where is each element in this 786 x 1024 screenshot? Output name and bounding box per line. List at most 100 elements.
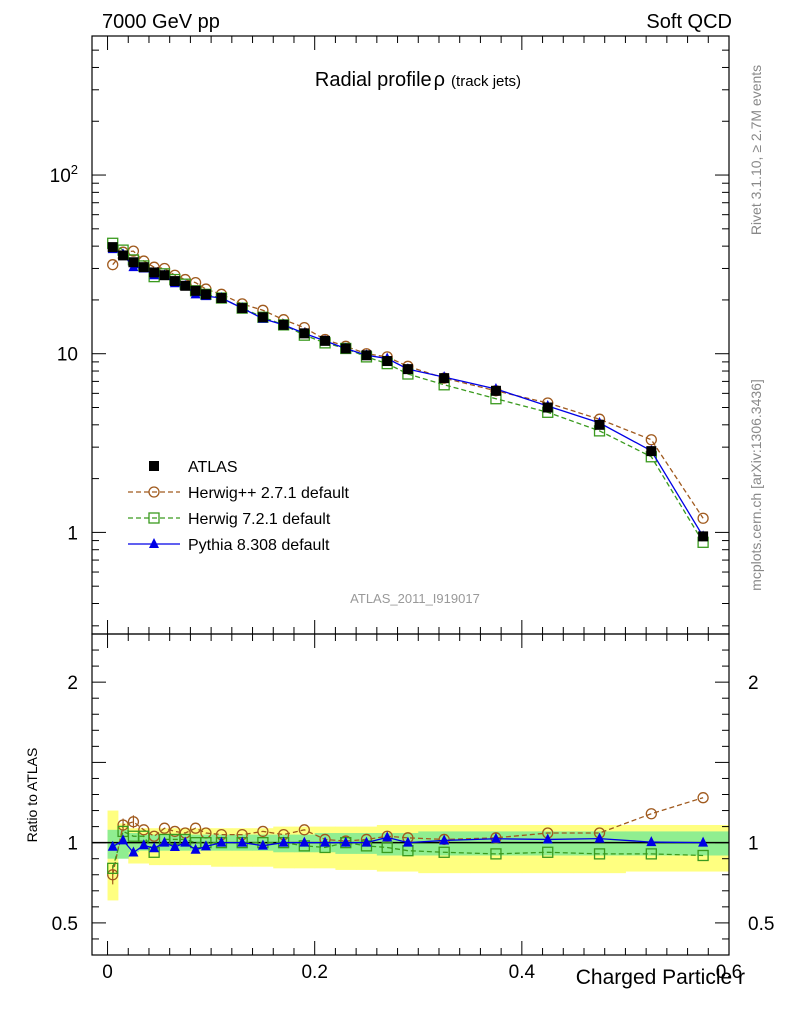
legend-label-pythia-8-308-default: Pythia 8.308 default bbox=[188, 537, 330, 554]
legend-marker-herwig-2-7-1-default bbox=[148, 486, 160, 498]
ratio-point-pythia-8-308-default bbox=[646, 836, 657, 847]
point-atlas bbox=[278, 319, 289, 330]
ratio-point-pythia-8-308-default bbox=[278, 836, 289, 847]
x-axis-label: Charged Particle r bbox=[576, 966, 745, 989]
source-url-label: mcplots.cern.ch [arXiv:1306.3436] bbox=[748, 379, 764, 591]
y-tick-label: 102 bbox=[50, 162, 78, 187]
legend-label-herwig-7-2-1-default: Herwig 7.2.1 default bbox=[188, 511, 331, 528]
ratio-point-pythia-8-308-default bbox=[216, 836, 227, 847]
ratio-point-pythia-8-308-default bbox=[299, 836, 310, 847]
ratio-series-group bbox=[107, 792, 709, 885]
ratio-point-herwig-2-7-1-default bbox=[158, 822, 171, 834]
point-atlas bbox=[107, 242, 118, 253]
point-atlas bbox=[118, 250, 129, 261]
point-atlas bbox=[190, 285, 201, 296]
point-atlas bbox=[402, 364, 413, 375]
ratio-point-herwig-7-2-1-default bbox=[381, 841, 393, 854]
category-label: Soft QCD bbox=[646, 11, 732, 33]
point-atlas bbox=[646, 446, 657, 457]
x-tick-label: 0.4 bbox=[509, 962, 536, 983]
ratio-point-pythia-8-308-default bbox=[149, 842, 160, 853]
series-line-herwig-2-7-1-default bbox=[112, 250, 704, 519]
point-atlas bbox=[542, 402, 553, 413]
axis-ticks bbox=[92, 35, 730, 955]
ratio-point-herwig-7-2-1-default bbox=[438, 846, 450, 858]
point-herwig-2-7-1-default bbox=[697, 512, 709, 524]
point-atlas bbox=[490, 385, 501, 396]
ratio-point-pythia-8-308-default bbox=[361, 836, 372, 847]
point-atlas bbox=[257, 312, 268, 323]
ratio-point-pythia-8-308-default bbox=[320, 836, 331, 847]
tick-labels: 0 0.2 0.4 0.6 1 10 102 0.5 0.5 1 1 2 2 bbox=[50, 162, 775, 983]
legend-marker-atlas bbox=[149, 461, 159, 471]
ratio-y-tick-label-right: 0.5 bbox=[748, 914, 774, 935]
ratio-point-pythia-8-308-default bbox=[169, 841, 180, 852]
ratio-point-pythia-8-308-default bbox=[180, 836, 191, 847]
ratio-point-herwig-2-7-1-default bbox=[189, 822, 202, 834]
ratio-point-herwig-2-7-1-default bbox=[697, 792, 709, 804]
ratio-point-pythia-8-308-default bbox=[382, 831, 393, 842]
point-atlas bbox=[200, 289, 211, 300]
ratio-point-herwig-2-7-1-default bbox=[127, 816, 140, 828]
point-atlas bbox=[698, 531, 709, 542]
ratio-line-herwig-2-7-1-default bbox=[112, 797, 704, 875]
point-atlas bbox=[216, 293, 227, 304]
ratio-point-pythia-8-308-default bbox=[340, 836, 351, 847]
point-herwig-2-7-1-default bbox=[107, 259, 119, 271]
point-atlas bbox=[149, 267, 160, 278]
ratio-point-herwig-2-7-1-default bbox=[257, 825, 269, 838]
ratio-point-herwig-7-2-1-default bbox=[490, 848, 502, 860]
ratio-point-pythia-8-308-default bbox=[698, 836, 709, 847]
legend: ATLAS Herwig++ 2.7.1 default Herwig 7.2.1 … bbox=[128, 459, 350, 554]
point-atlas bbox=[169, 276, 180, 287]
ratio-point-pythia-8-308-default bbox=[542, 833, 553, 844]
legend-label-atlas: ATLAS bbox=[188, 459, 238, 476]
ratio-point-pythia-8-308-default bbox=[138, 839, 149, 850]
main-series-group bbox=[107, 237, 709, 548]
point-atlas bbox=[361, 350, 372, 361]
ratio-point-pythia-8-308-default bbox=[159, 836, 170, 847]
ratio-y-tick-label: 2 bbox=[67, 673, 78, 694]
ratio-y-tick-label: 1 bbox=[67, 834, 78, 855]
ratio-point-pythia-8-308-default bbox=[402, 836, 413, 847]
ratio-point-pythia-8-308-default bbox=[190, 843, 201, 854]
rivet-version-label: Rivet 3.1.10, ≥ 2.7M events bbox=[748, 65, 764, 235]
point-herwig-2-7-1-default bbox=[645, 434, 657, 446]
x-tick-label: 0.6 bbox=[716, 962, 742, 983]
ratio-point-herwig-2-7-1-default bbox=[298, 824, 310, 836]
y-tick-label: 10 bbox=[57, 345, 78, 366]
ratio-point-pythia-8-308-default bbox=[118, 834, 129, 845]
y-tick-label: 1 bbox=[67, 523, 78, 544]
legend-label-herwig-2-7-1-default: Herwig++ 2.7.1 default bbox=[188, 485, 350, 502]
ratio-point-pythia-8-308-default bbox=[490, 832, 501, 843]
point-atlas bbox=[320, 335, 331, 346]
ratio-point-pythia-8-308-default bbox=[257, 839, 268, 850]
ratio-point-pythia-8-308-default bbox=[439, 834, 450, 845]
x-tick-label: 0 bbox=[102, 962, 113, 983]
ratio-point-herwig-7-2-1-default bbox=[645, 848, 657, 860]
ratio-y-axis-label: Ratio to ATLAS bbox=[24, 748, 40, 843]
ratio-point-herwig-7-2-1-default bbox=[107, 862, 119, 874]
point-atlas bbox=[594, 419, 605, 430]
ratio-y-tick-label-right: 2 bbox=[748, 673, 759, 694]
ratio-point-herwig-2-7-1-default bbox=[107, 869, 119, 881]
ratio-y-tick-label-right: 1 bbox=[748, 834, 759, 855]
energy-label: 7000 GeV pp bbox=[102, 11, 220, 33]
point-atlas bbox=[299, 328, 310, 339]
series-line-herwig-7-2-1-default bbox=[112, 242, 704, 543]
point-atlas bbox=[128, 257, 139, 268]
ratio-point-pythia-8-308-default bbox=[237, 836, 248, 847]
chart-title: Radial profile ρ (track jets) bbox=[315, 69, 521, 91]
point-atlas bbox=[237, 303, 248, 314]
ratio-point-herwig-2-7-1-default bbox=[645, 808, 657, 820]
analysis-id: ATLAS_2011_I919017 bbox=[350, 591, 480, 606]
ratio-point-herwig-7-2-1-default bbox=[697, 849, 709, 862]
point-atlas bbox=[159, 270, 170, 281]
ratio-point-herwig-2-7-1-default bbox=[117, 819, 129, 831]
point-atlas bbox=[138, 262, 149, 273]
ratio-point-pythia-8-308-default bbox=[128, 846, 139, 857]
legend-marker-pythia-8-308-default bbox=[149, 538, 159, 548]
ratio-point-herwig-2-7-1-default bbox=[138, 824, 150, 836]
ratio-point-pythia-8-308-default bbox=[200, 840, 211, 851]
